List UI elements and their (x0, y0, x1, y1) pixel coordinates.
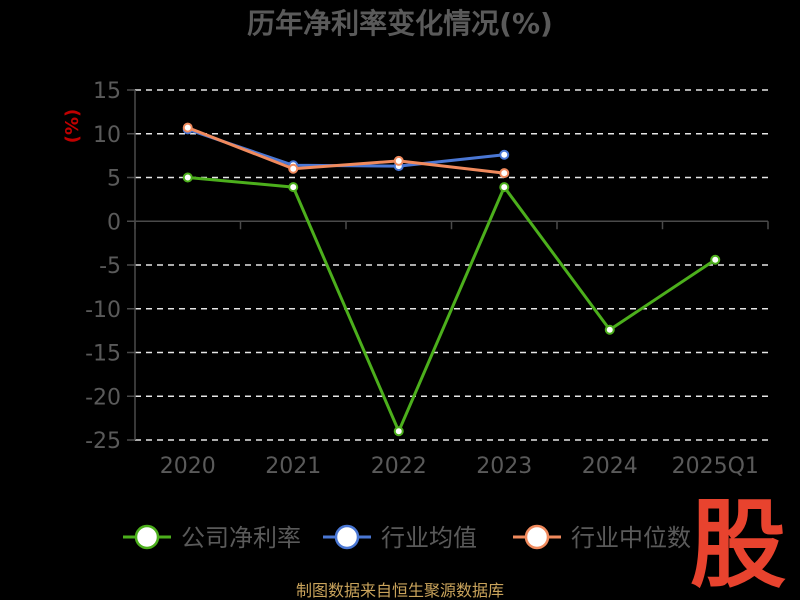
y-tick-label: 5 (107, 167, 121, 192)
data-point (393, 155, 404, 166)
y-axis-ticks: 15 10 5 0 -5 -10 -15 -20 -25 (85, 79, 136, 454)
y-tick-label: -10 (85, 298, 121, 323)
legend-label: 行业中位数 (571, 524, 691, 552)
series-line-1 (187, 127, 505, 168)
data-source-note: 制图数据来自恒生聚源数据库 (296, 581, 504, 600)
y-tick-label: -20 (85, 385, 121, 410)
legend-label: 公司净利率 (181, 524, 301, 552)
y-tick-label: 10 (93, 123, 121, 148)
series-lines (182, 122, 721, 437)
data-point (499, 168, 510, 179)
data-point (604, 324, 615, 335)
data-point (710, 254, 721, 265)
y-tick-label: 15 (93, 79, 121, 104)
y-tick-label: -5 (99, 254, 121, 279)
series-line-2 (187, 126, 505, 175)
legend-label: 行业均值 (381, 524, 477, 552)
y-tick-label: -15 (85, 342, 121, 367)
data-point (182, 122, 193, 133)
data-point (499, 149, 510, 160)
x-axis: 2020 2021 2022 2023 2024 2025Q1 (134, 221, 769, 479)
y-tick-label: 0 (107, 210, 121, 235)
data-point (499, 182, 510, 193)
data-point (393, 426, 404, 437)
legend: 公司净利率 行业均值 行业中位数 (123, 524, 691, 552)
brand-logo: 股 (690, 488, 786, 600)
x-tick-label: 2023 (476, 454, 532, 479)
series-line-0 (187, 176, 717, 433)
legend-marker (334, 524, 360, 550)
data-point (288, 182, 299, 193)
x-tick-label: 2025Q1 (672, 454, 759, 479)
data-point (182, 172, 193, 183)
legend-marker (134, 524, 160, 550)
x-tick-label: 2022 (371, 454, 427, 479)
data-point (288, 163, 299, 174)
y-axis-unit: (%) (62, 109, 83, 144)
x-tick-label: 2020 (160, 454, 216, 479)
y-tick-label: -25 (85, 429, 121, 454)
legend-marker (524, 524, 550, 550)
chart-title: 历年净利率变化情况(%) (247, 7, 553, 40)
x-tick-label: 2021 (265, 454, 321, 479)
x-tick-label: 2024 (582, 454, 638, 479)
